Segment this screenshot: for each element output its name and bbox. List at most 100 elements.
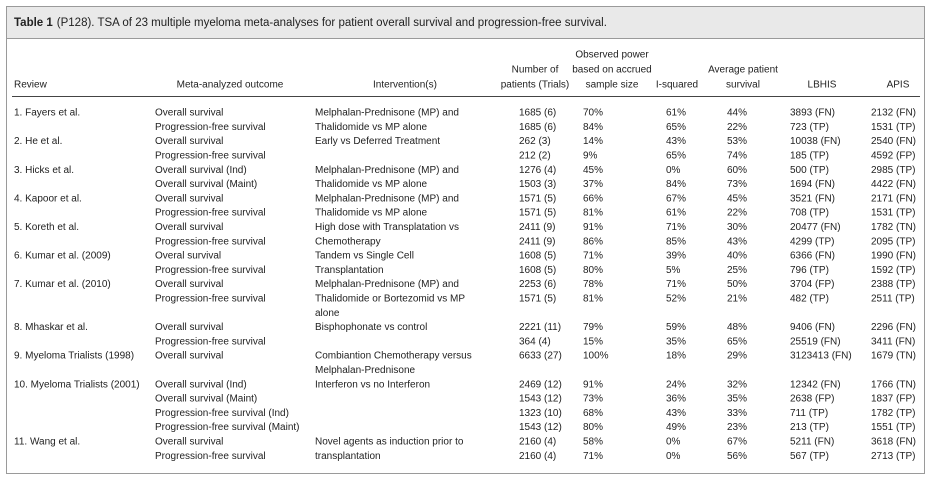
cell-value: 52%	[666, 294, 686, 305]
cell-value: 84%	[666, 179, 686, 190]
cell-value: 70%	[583, 108, 603, 119]
cell-value: 15%	[583, 336, 603, 347]
cell-value: 25%	[727, 265, 747, 276]
intervention: Thalidomide or Bortezomid vs MP	[315, 294, 465, 305]
cell-value: 6366 (FN)	[790, 251, 835, 262]
cell-value: 35%	[666, 336, 686, 347]
intervention: Thalidomide vs MP alone	[315, 179, 428, 190]
cell-value: 45%	[727, 193, 747, 204]
review-name: 7. Kumar et al. (2010)	[14, 279, 111, 290]
cell-value: 1685 (6)	[519, 108, 556, 119]
outcome: Overall survival (Ind)	[155, 165, 247, 176]
cell-value: 482 (TP)	[790, 294, 829, 305]
cell-value: 23%	[727, 422, 747, 433]
cell-value: 29%	[727, 351, 747, 362]
cell-value: 18%	[666, 351, 686, 362]
review-name: 6. Kumar et al. (2009)	[14, 251, 111, 262]
cell-value: 43%	[666, 408, 686, 419]
cell-value: 5%	[666, 265, 681, 276]
outcome: Overal survival	[155, 251, 221, 262]
cell-value: 49%	[666, 422, 686, 433]
column-header: based on accrued	[572, 65, 652, 76]
intervention: Thalidomide vs MP alone	[315, 208, 428, 219]
intervention: Melphalan-Prednisone (MP) and	[315, 108, 459, 119]
cell-value: 2540 (FN)	[871, 136, 916, 147]
review-name: 2. He et al.	[14, 136, 62, 147]
column-header: Average patient	[708, 65, 778, 76]
cell-value: 1531 (TP)	[871, 122, 915, 133]
cell-value: 35%	[727, 394, 747, 405]
intervention: transplantation	[315, 451, 381, 462]
cell-value: 71%	[666, 222, 686, 233]
cell-value: 1592 (TP)	[871, 265, 915, 276]
cell-value: 73%	[727, 179, 747, 190]
cell-value: 2132 (FN)	[871, 108, 916, 119]
cell-value: 1531 (TP)	[871, 208, 915, 219]
cell-value: 61%	[666, 108, 686, 119]
cell-value: 12342 (FN)	[790, 379, 841, 390]
column-header: Observed power	[575, 50, 649, 61]
column-header: survival	[726, 80, 760, 91]
cell-value: 1837 (FP)	[871, 394, 915, 405]
cell-value: 185 (TP)	[790, 151, 829, 162]
cell-value: 40%	[727, 251, 747, 262]
cell-value: 65%	[666, 151, 686, 162]
cell-value: 1685 (6)	[519, 122, 556, 133]
cell-value: 84%	[583, 122, 603, 133]
cell-value: 711 (TP)	[790, 408, 828, 419]
cell-value: 58%	[583, 437, 603, 448]
outcome: Progression-free survival	[155, 236, 266, 247]
cell-value: 567 (TP)	[790, 451, 829, 462]
cell-value: 48%	[727, 322, 747, 333]
cell-value: 3618 (FN)	[871, 437, 916, 448]
cell-value: 10038 (FN)	[790, 136, 841, 147]
cell-value: 2160 (4)	[519, 437, 556, 448]
cell-value: 80%	[583, 422, 603, 433]
cell-value: 33%	[727, 408, 747, 419]
cell-value: 67%	[727, 437, 747, 448]
outcome: Overall survival	[155, 136, 223, 147]
cell-value: 14%	[583, 136, 603, 147]
cell-value: 71%	[583, 251, 603, 262]
cell-value: 213 (TP)	[790, 422, 829, 433]
cell-value: 80%	[583, 265, 603, 276]
intervention: Melphalan-Prednisone (MP) and	[315, 279, 459, 290]
cell-value: 65%	[666, 122, 686, 133]
cell-value: 66%	[583, 193, 603, 204]
cell-value: 1571 (5)	[519, 208, 556, 219]
cell-value: 45%	[583, 165, 603, 176]
cell-value: 2388 (TP)	[871, 279, 915, 290]
cell-value: 9%	[583, 151, 598, 162]
cell-value: 2411 (9)	[519, 222, 556, 233]
cell-value: 22%	[727, 122, 747, 133]
cell-value: 2469 (12)	[519, 379, 562, 390]
cell-value: 723 (TP)	[790, 122, 829, 133]
cell-value: 2171 (FN)	[871, 193, 916, 204]
cell-value: 74%	[727, 151, 747, 162]
column-header: sample size	[586, 80, 639, 91]
cell-value: 2253 (6)	[519, 279, 556, 290]
cell-value: 3411 (FN)	[871, 336, 915, 347]
cell-value: 2638 (FP)	[790, 394, 834, 405]
cell-value: 67%	[666, 193, 686, 204]
cell-value: 50%	[727, 279, 747, 290]
cell-value: 2221 (11)	[519, 322, 561, 333]
cell-value: 3123413 (FN)	[790, 351, 852, 362]
review-name: 5. Koreth et al.	[14, 222, 79, 233]
intervention: Thalidomide vs MP alone	[315, 122, 428, 133]
column-header: Meta-analyzed outcome	[177, 80, 284, 91]
cell-value: 65%	[727, 336, 747, 347]
outcome: Progression-free survival	[155, 451, 266, 462]
cell-value: 21%	[727, 294, 747, 305]
cell-value: 91%	[583, 379, 603, 390]
cell-value: 25519 (FN)	[790, 336, 841, 347]
intervention: Combiantion Chemotherapy versus	[315, 351, 472, 362]
outcome: Progression-free survival (Ind)	[155, 408, 289, 419]
outcome: Progression-free survival	[155, 265, 266, 276]
intervention: Early vs Deferred Treatment	[315, 136, 440, 147]
outcome: Overall survival	[155, 108, 223, 119]
outcome: Progression-free survival (Maint)	[155, 422, 300, 433]
title-bar	[7, 7, 924, 38]
cell-value: 59%	[666, 322, 686, 333]
cell-value: 20477 (FN)	[790, 222, 841, 233]
